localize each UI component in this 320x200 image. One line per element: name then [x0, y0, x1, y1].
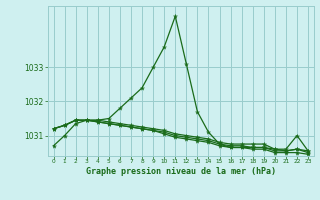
X-axis label: Graphe pression niveau de la mer (hPa): Graphe pression niveau de la mer (hPa)	[86, 167, 276, 176]
